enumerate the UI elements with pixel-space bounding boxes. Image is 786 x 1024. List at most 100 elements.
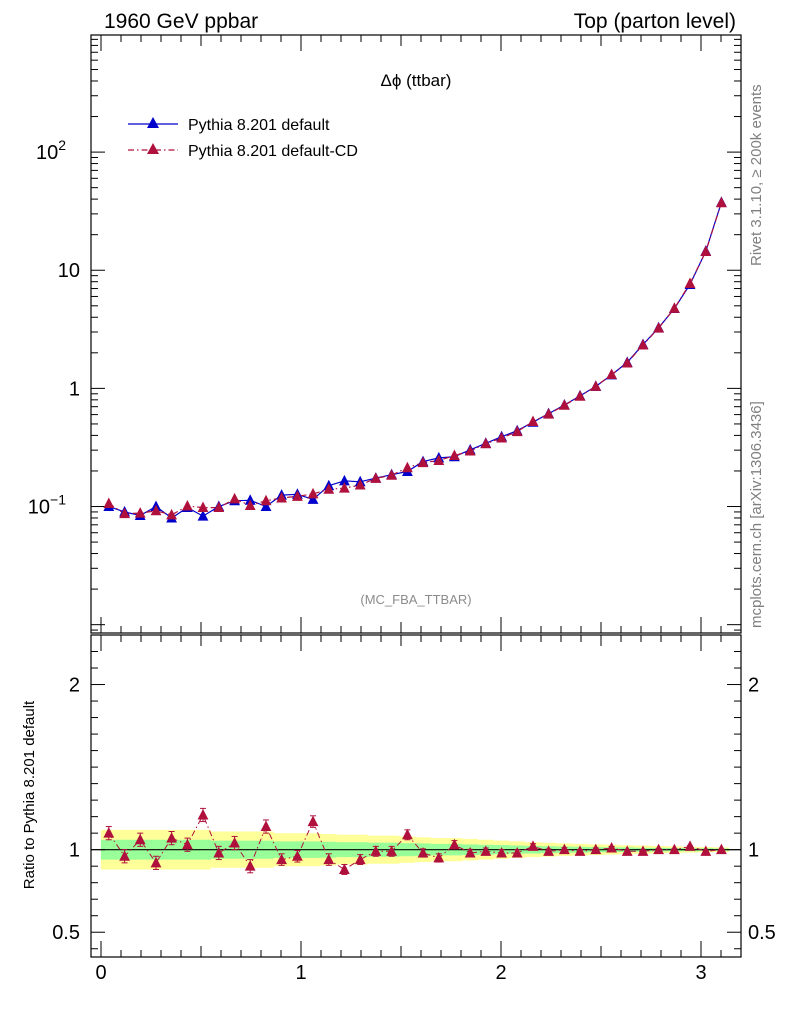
ratio-point bbox=[417, 846, 429, 858]
series-1-point bbox=[103, 497, 115, 509]
ratio-series-line bbox=[108, 813, 722, 871]
ratio-point bbox=[197, 808, 209, 820]
ratio-point bbox=[527, 840, 539, 851]
ratio-point bbox=[496, 846, 507, 858]
series-1-point bbox=[496, 432, 507, 443]
series-1-point bbox=[386, 469, 397, 480]
ratio-point bbox=[323, 853, 335, 865]
ratio-y-tick-label: 1 bbox=[69, 840, 80, 862]
main-y-tick-label: 10 bbox=[58, 260, 80, 282]
series-1-point bbox=[182, 500, 193, 511]
series-1-point bbox=[119, 507, 130, 519]
series-1-point bbox=[464, 445, 476, 456]
ratio-point bbox=[606, 842, 617, 853]
series-1-point bbox=[621, 357, 633, 368]
ratio-y-tick-label-right: 1 bbox=[748, 840, 759, 862]
ratio-point bbox=[166, 832, 177, 843]
series-line-1 bbox=[108, 202, 722, 516]
series-1-point bbox=[606, 368, 617, 380]
main-frame bbox=[90, 34, 742, 634]
ratio-point bbox=[150, 856, 162, 868]
ratio-point bbox=[684, 840, 696, 851]
ratio-point bbox=[307, 815, 319, 827]
series-1-point bbox=[354, 479, 366, 490]
series-1-point bbox=[292, 490, 303, 501]
ratio-point bbox=[543, 845, 554, 856]
series-1-point bbox=[480, 437, 492, 449]
ratio-plot-area: 0.5 0.5 1 1 2 2 0 1 2 3 bbox=[52, 634, 776, 984]
ratio-point bbox=[119, 850, 130, 861]
ratio-point bbox=[716, 843, 727, 855]
series-1-point bbox=[244, 499, 256, 511]
header-right: Top (parton level) bbox=[574, 10, 736, 33]
ratio-point bbox=[700, 845, 712, 856]
series-1-point bbox=[339, 482, 350, 493]
series-1-point bbox=[653, 322, 664, 333]
series-1-point bbox=[637, 338, 649, 350]
series-1-point bbox=[511, 425, 523, 437]
ratio-point bbox=[449, 838, 460, 850]
ratio-point bbox=[511, 846, 523, 858]
ratio-point bbox=[669, 843, 680, 855]
series-1-point bbox=[433, 454, 445, 466]
series-1-point bbox=[449, 449, 460, 461]
series-1-point bbox=[134, 507, 146, 518]
mcplots-label: mcplots.cern.ch [arXiv:1306.3436] bbox=[748, 401, 765, 628]
main-plot-title: Δϕ (ttbar) bbox=[381, 71, 452, 90]
ratio-point bbox=[637, 845, 649, 856]
ratio-point bbox=[276, 853, 287, 865]
series-1-point bbox=[559, 399, 570, 410]
series-1-point bbox=[669, 302, 680, 313]
ratio-point bbox=[213, 846, 225, 858]
legend-marker-cd bbox=[147, 143, 159, 154]
ratio-point bbox=[292, 850, 303, 861]
ratio-point bbox=[653, 843, 664, 855]
legend: Pythia 8.201 default Pythia 8.201 defaul… bbox=[128, 117, 358, 160]
series-1-point bbox=[229, 492, 240, 504]
ratio-y-axis-label: Ratio to Pythia 8.201 default bbox=[21, 700, 38, 889]
series-1-point bbox=[590, 380, 602, 391]
series-1-point bbox=[417, 456, 429, 468]
ratio-point bbox=[433, 851, 445, 863]
series-1-point bbox=[402, 461, 413, 473]
series-1-point bbox=[370, 472, 382, 483]
ratio-x-tick-label: 2 bbox=[495, 962, 506, 984]
legend-marker-default bbox=[147, 117, 159, 128]
series-1-point bbox=[150, 504, 162, 516]
ratio-x-tick-label: 3 bbox=[695, 962, 706, 984]
main-y-tick-label: 10−1 bbox=[28, 492, 66, 519]
ratio-y-tick-label-right: 0.5 bbox=[748, 922, 776, 944]
ratio-point bbox=[464, 846, 476, 858]
series-0-point bbox=[307, 493, 319, 504]
series-1-point bbox=[574, 390, 586, 401]
ratio-point bbox=[182, 838, 193, 850]
main-watermark: (MC_FBA_TTBAR) bbox=[360, 592, 471, 607]
ratio-y-tick-label-right: 2 bbox=[748, 675, 759, 697]
series-1-point bbox=[307, 487, 319, 499]
ratio-point bbox=[480, 845, 492, 856]
series-0-point bbox=[244, 494, 256, 505]
series-1-point bbox=[197, 501, 209, 513]
ratio-point bbox=[103, 827, 115, 838]
legend-label-default: Pythia 8.201 default bbox=[188, 117, 330, 134]
ratio-x-tick-label: 1 bbox=[295, 962, 306, 984]
series-1-point bbox=[543, 408, 554, 419]
ratio-point bbox=[354, 853, 366, 865]
ratio-point bbox=[134, 833, 146, 845]
main-y-tick-label: 102 bbox=[36, 137, 66, 164]
series-1-point bbox=[260, 494, 272, 506]
series-1-point bbox=[684, 277, 696, 289]
ratio-point bbox=[386, 845, 397, 856]
series-1-point bbox=[716, 196, 727, 208]
ratio-point bbox=[574, 845, 586, 856]
ratio-point bbox=[244, 860, 256, 871]
main-plot-area: 10−1 1 10 102 bbox=[28, 34, 742, 634]
series-0-point bbox=[197, 510, 209, 521]
series-1-point bbox=[700, 245, 712, 257]
ratio-point bbox=[260, 820, 272, 832]
series-1-point bbox=[213, 501, 225, 513]
ratio-point bbox=[229, 837, 240, 848]
series-1-point bbox=[276, 492, 287, 503]
ratio-point bbox=[339, 863, 350, 874]
ratio-point bbox=[559, 843, 570, 855]
